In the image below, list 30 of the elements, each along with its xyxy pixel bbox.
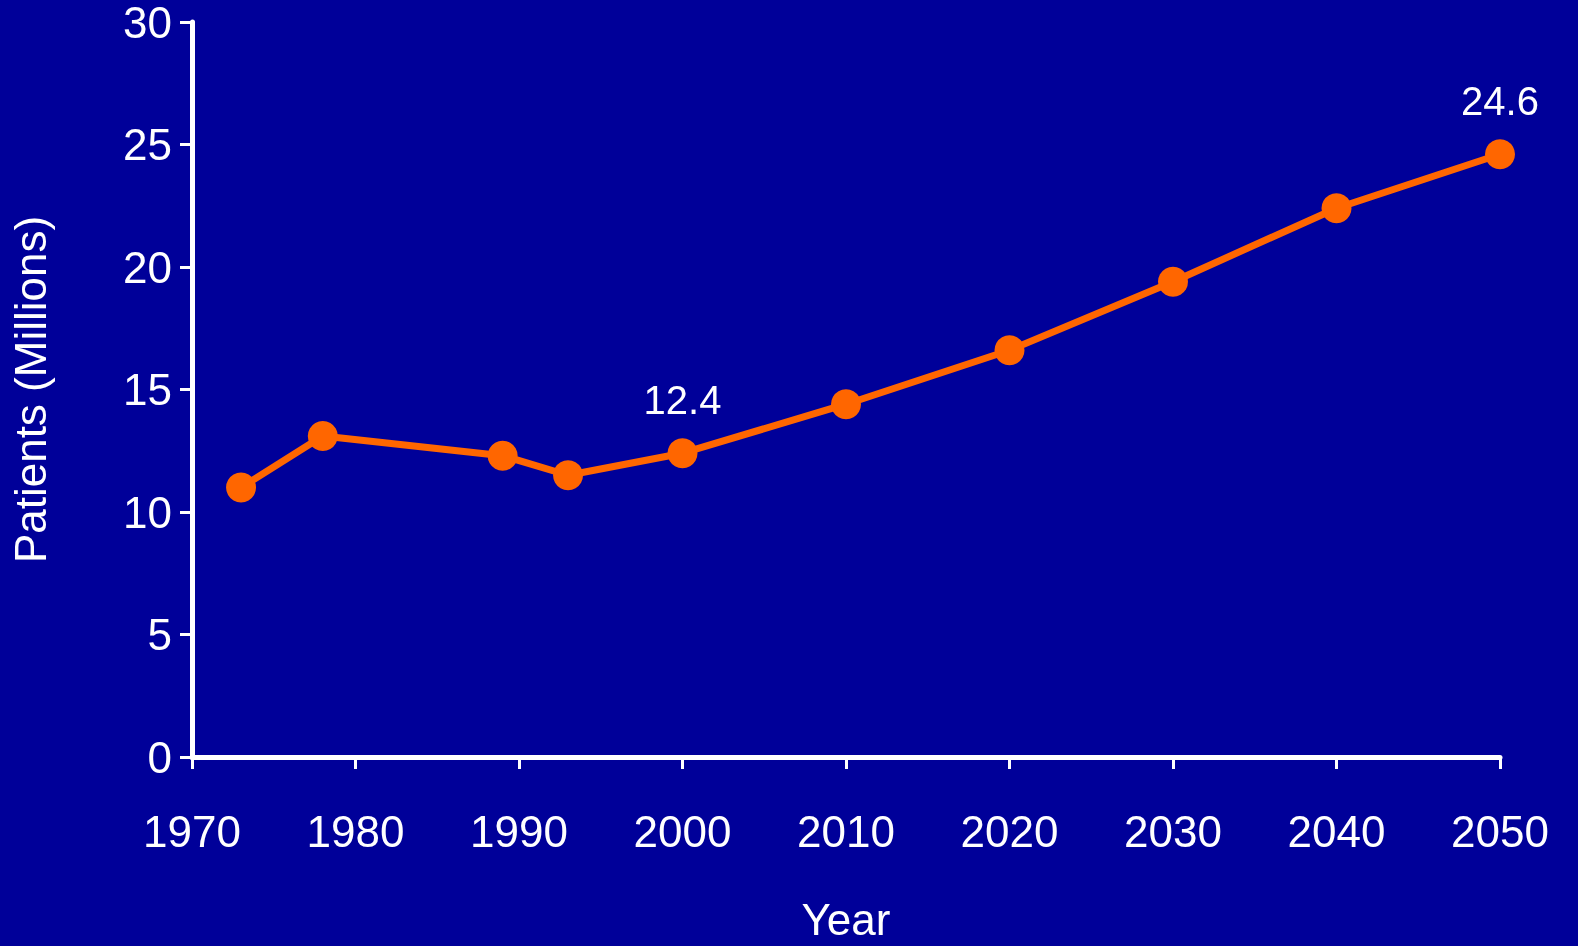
data-label: 12.4 xyxy=(643,378,722,423)
x-tick-label: 1980 xyxy=(306,806,405,856)
point xyxy=(553,460,584,491)
point xyxy=(831,389,861,420)
y-tick-label: 30 xyxy=(123,0,172,47)
x-tick-label: 2050 xyxy=(1451,806,1549,856)
x-tick-label: 1990 xyxy=(470,806,568,856)
x-tick-label: 2030 xyxy=(1124,806,1222,856)
y-axis-title: Patients (Millions) xyxy=(5,215,55,564)
point xyxy=(1321,193,1352,224)
point xyxy=(667,438,698,469)
x-tick-label: 1970 xyxy=(143,806,241,856)
x-tick-label: 2000 xyxy=(633,806,732,856)
x-axis-title: Year xyxy=(801,894,891,944)
y-tick-label: 5 xyxy=(147,610,172,659)
point xyxy=(226,472,257,503)
x-tick-label: 2020 xyxy=(960,806,1059,856)
point xyxy=(1158,266,1188,297)
data-label: 24.6 xyxy=(1461,79,1539,124)
y-tick-label: 20 xyxy=(123,242,172,292)
point xyxy=(994,335,1025,366)
point xyxy=(1485,139,1515,170)
y-tick-label: 25 xyxy=(123,120,172,169)
x-tick-label: 2040 xyxy=(1287,806,1386,856)
y-tick-label: 10 xyxy=(123,487,172,537)
y-tick-label: 0 xyxy=(147,732,172,782)
y-tick-label: 15 xyxy=(123,365,172,414)
x-tick-label: 2010 xyxy=(797,806,895,856)
point xyxy=(307,421,338,452)
point xyxy=(487,440,518,471)
